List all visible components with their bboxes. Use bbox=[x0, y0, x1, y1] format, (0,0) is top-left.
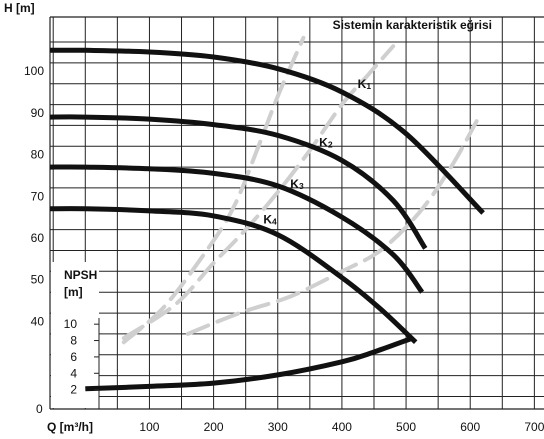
h-tick-label: 40 bbox=[31, 314, 45, 328]
system-characteristic-curve bbox=[121, 35, 306, 345]
system-characteristic-curve bbox=[121, 44, 396, 341]
npsh-axis-unit: [m] bbox=[64, 285, 83, 299]
chart-grid bbox=[49, 16, 544, 410]
npsh-tick-label: 8 bbox=[70, 334, 77, 348]
x-tick-label: 100 bbox=[139, 420, 159, 434]
x-axis-title: Q [m³/h] bbox=[47, 420, 93, 434]
npsh-axis-panel bbox=[51, 262, 100, 409]
axis-labels: H [m] 100 90 80 70 60 50 40 NPSH [m] 10 8 6 4 2 0 Q [m³/… bbox=[4, 1, 544, 434]
npsh-tick-label: 10 bbox=[64, 317, 78, 331]
x-tick-label: 600 bbox=[460, 420, 480, 434]
h-tick-label: 60 bbox=[31, 231, 45, 245]
x-tick-label: 400 bbox=[332, 420, 352, 434]
npsh-tick-label: 2 bbox=[70, 383, 77, 397]
pump-curve-k3 bbox=[49, 164, 425, 294]
pump-curve-label-k3: K3 bbox=[290, 177, 304, 191]
pump-curve-k4 bbox=[49, 206, 418, 345]
x-tick-label: 200 bbox=[204, 420, 224, 434]
pump-curve-k1 bbox=[49, 47, 485, 215]
h-tick-label: 90 bbox=[31, 106, 45, 120]
h-tick-label: 100 bbox=[24, 64, 44, 78]
system-curves bbox=[121, 35, 479, 345]
y-axis-title: H [m] bbox=[4, 1, 35, 15]
h-tick-label: 70 bbox=[31, 189, 45, 203]
npsh-label-panel bbox=[51, 262, 99, 408]
system-curve-label: Sistemin karakteristik eğrisi bbox=[333, 18, 492, 32]
pump-curve-label-k2: K2 bbox=[319, 135, 333, 149]
h-tick-label: 80 bbox=[31, 148, 45, 162]
pump-curves bbox=[49, 47, 485, 392]
zero-label: 0 bbox=[36, 402, 43, 416]
pump-curve-label-k4: K4 bbox=[263, 212, 277, 226]
pump-curve-k2 bbox=[49, 114, 428, 250]
h-tick-label: 50 bbox=[31, 273, 45, 287]
npsh-axis-title: NPSH bbox=[64, 268, 97, 282]
pump-curve-label-k1: K1 bbox=[358, 77, 372, 91]
npsh-tick-label: 4 bbox=[70, 366, 77, 380]
x-tick-label: 700 bbox=[524, 420, 544, 434]
npsh-curve bbox=[85, 335, 414, 392]
x-tick-label: 300 bbox=[268, 420, 288, 434]
x-tick-label: 500 bbox=[396, 420, 416, 434]
npsh-tick-label: 6 bbox=[70, 350, 77, 364]
